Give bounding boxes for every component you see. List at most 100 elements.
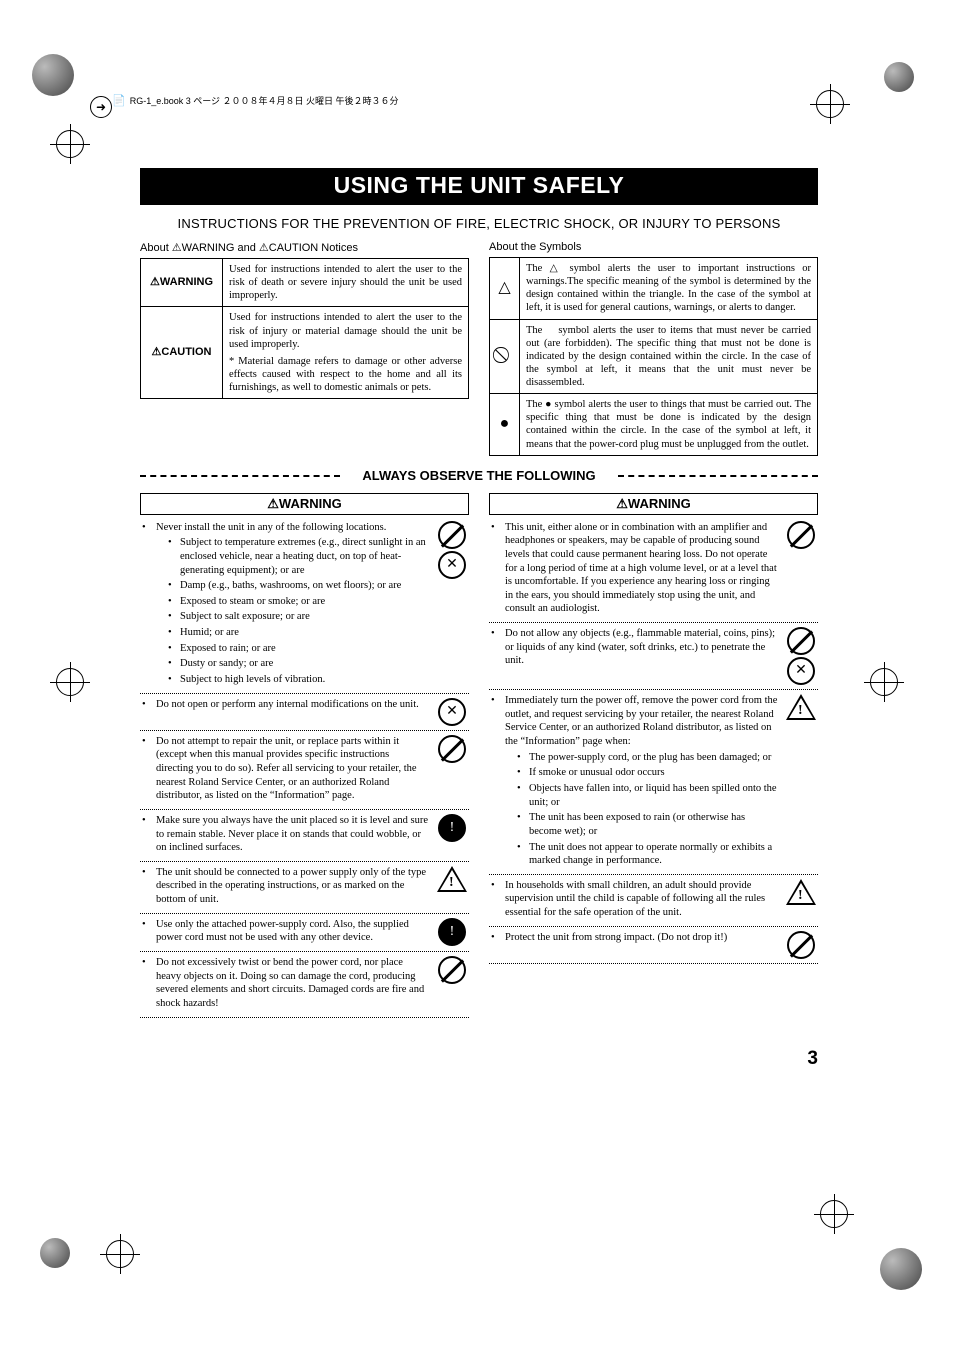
warning-picto: [435, 956, 469, 984]
warning-item: Protect the unit from strong impact. (Do…: [489, 931, 818, 959]
warning-sublist: Subject to temperature extremes (e.g., d…: [156, 536, 429, 686]
prohibit-icon: [787, 521, 815, 549]
symbol-icon: ●: [490, 394, 520, 456]
crop-ball: [32, 54, 74, 96]
symbol-text: The ⃠ symbol alerts the user to items th…: [520, 319, 818, 394]
warning-subitem: The power-supply cord, or the plug has b…: [517, 751, 778, 765]
registration-mark: [820, 1200, 848, 1228]
symbol-text: The △ symbol alerts the user to importan…: [520, 258, 818, 320]
warning-label-cell: ⚠WARNING: [141, 259, 223, 307]
warning-picto: !: [435, 814, 469, 842]
table-row: ⚠WARNING Used for instructions intended …: [141, 259, 469, 307]
warning-subitem: Subject to temperature extremes (e.g., d…: [168, 536, 429, 577]
warning-subitem: Exposed to rain; or are: [168, 642, 429, 656]
warning-item: Make sure you always have the unit place…: [140, 814, 469, 857]
registration-mark: [56, 668, 84, 696]
warning-picto: ✕: [784, 627, 818, 685]
divider: [489, 622, 818, 623]
warning-subitem: Humid; or are: [168, 626, 429, 640]
caution-label-cell: ⚠CAUTION: [141, 307, 223, 399]
page-subtitle: INSTRUCTIONS FOR THE PREVENTION OF FIRE,…: [140, 216, 818, 231]
divider: [140, 1017, 469, 1018]
prohibit-disassemble-icon: ✕: [787, 657, 815, 685]
warning-picto: [784, 931, 818, 959]
divider: [140, 913, 469, 914]
warning-header: ⚠WARNING: [489, 493, 818, 515]
warning-item: The unit should be connected to a power …: [140, 866, 469, 909]
warning-text: In households with small children, an ad…: [489, 879, 778, 920]
registration-mark: [870, 668, 898, 696]
divider: [140, 730, 469, 731]
prohibit-disassemble-icon: ✕: [438, 551, 466, 579]
divider: [140, 951, 469, 952]
prohibit-icon: [438, 735, 466, 763]
prohibit-icon: [438, 521, 466, 549]
registration-mark: [106, 1240, 134, 1268]
table-row: ⃠ The ⃠ symbol alerts the user to items …: [490, 319, 818, 394]
warning-picto: [435, 735, 469, 763]
registration-mark: [56, 130, 84, 158]
warning-text: Protect the unit from strong impact. (Do…: [489, 931, 778, 945]
registration-mark: [816, 90, 844, 118]
divider: [489, 689, 818, 690]
warning-header: ⚠WARNING: [140, 493, 469, 515]
caution-text-cell: Used for instructions intended to alert …: [223, 307, 469, 399]
crop-ball: [40, 1238, 70, 1268]
warning-subitem: Exposed to steam or smoke; or are: [168, 595, 429, 609]
warning-text: Immediately turn the power off, remove t…: [489, 694, 778, 868]
divider: [489, 874, 818, 875]
divider: [140, 809, 469, 810]
warning-text: Never install the unit in any of the fol…: [140, 521, 429, 687]
warning-picto: !: [435, 918, 469, 946]
warning-picto: ✕: [435, 521, 469, 579]
warning-subitem: Objects have fallen into, or liquid has …: [517, 782, 778, 809]
warning-picto: !: [435, 866, 469, 892]
notices-table: ⚠WARNING Used for instructions intended …: [140, 258, 469, 399]
warning-item: Never install the unit in any of the fol…: [140, 521, 469, 689]
header-line-text: RG-1_e.book 3 ページ ２００８年４月８日 火曜日 午後２時３６分: [130, 96, 399, 106]
notices-heading: About ⚠WARNING and ⚠CAUTION Notices: [140, 241, 469, 254]
table-row: ● The ● symbol alerts the user to things…: [490, 394, 818, 456]
symbols-table: △ The △ symbol alerts the user to import…: [489, 257, 818, 456]
page-title: USING THE UNIT SAFELY: [140, 168, 818, 205]
crop-ball: [884, 62, 914, 92]
warning-subitem: The unit does not appear to operate norm…: [517, 841, 778, 868]
warnings-left-col: ⚠WARNING Never install the unit in any o…: [140, 493, 469, 1022]
warning-text: Use only the attached power-supply cord.…: [140, 918, 429, 945]
table-row: △ The △ symbol alerts the user to import…: [490, 258, 818, 320]
warning-text: Do not attempt to repair the unit, or re…: [140, 735, 429, 803]
warning-subitem: Subject to salt exposure; or are: [168, 610, 429, 624]
mandatory-icon: !: [438, 814, 466, 842]
warning-text: This unit, either alone or in combinatio…: [489, 521, 778, 616]
warning-text: The unit should be connected to a power …: [140, 866, 429, 907]
caution-text: Used for instructions intended to alert …: [229, 312, 462, 349]
warning-item: Do not attempt to repair the unit, or re…: [140, 735, 469, 805]
mandatory-icon: !: [438, 918, 466, 946]
divider: [489, 926, 818, 927]
warning-item: Immediately turn the power off, remove t…: [489, 694, 818, 870]
warning-text: Do not allow any objects (e.g., flammabl…: [489, 627, 778, 668]
warning-picto: !: [784, 694, 818, 720]
caution-note: * Material damage refers to damage or ot…: [229, 355, 462, 394]
page-content: USING THE UNIT SAFELY INSTRUCTIONS FOR T…: [140, 168, 818, 1022]
divider: [489, 963, 818, 964]
warning-triangle-icon: !: [786, 879, 816, 905]
warning-subitem: Subject to high levels of vibration.: [168, 673, 429, 687]
warning-text: Make sure you always have the unit place…: [140, 814, 429, 855]
warning-picto: !: [784, 879, 818, 905]
warning-subitem: If smoke or unusual odor occurs: [517, 766, 778, 780]
warning-triangle-icon: !: [786, 694, 816, 720]
divider: [140, 861, 469, 862]
prohibit-disassemble-icon: ✕: [438, 698, 466, 726]
page-number: 3: [807, 1048, 818, 1070]
warning-subitem: The unit has been exposed to rain (or ot…: [517, 811, 778, 838]
warning-text: Do not open or perform any internal modi…: [140, 698, 429, 712]
arrow-mark: ➜: [90, 96, 112, 118]
warning-item: Do not open or perform any internal modi…: [140, 698, 469, 726]
observe-heading: ALWAYS OBSERVE THE FOLLOWING: [140, 468, 818, 483]
source-file-header: 📄RG-1_e.book 3 ページ ２００８年４月８日 火曜日 午後２時３６分: [112, 94, 399, 107]
notices-row: About ⚠WARNING and ⚠CAUTION Notices ⚠WAR…: [140, 241, 818, 456]
warning-subitem: Dusty or sandy; or are: [168, 657, 429, 671]
symbols-heading: About the Symbols: [489, 241, 818, 253]
symbol-icon: △: [490, 258, 520, 320]
